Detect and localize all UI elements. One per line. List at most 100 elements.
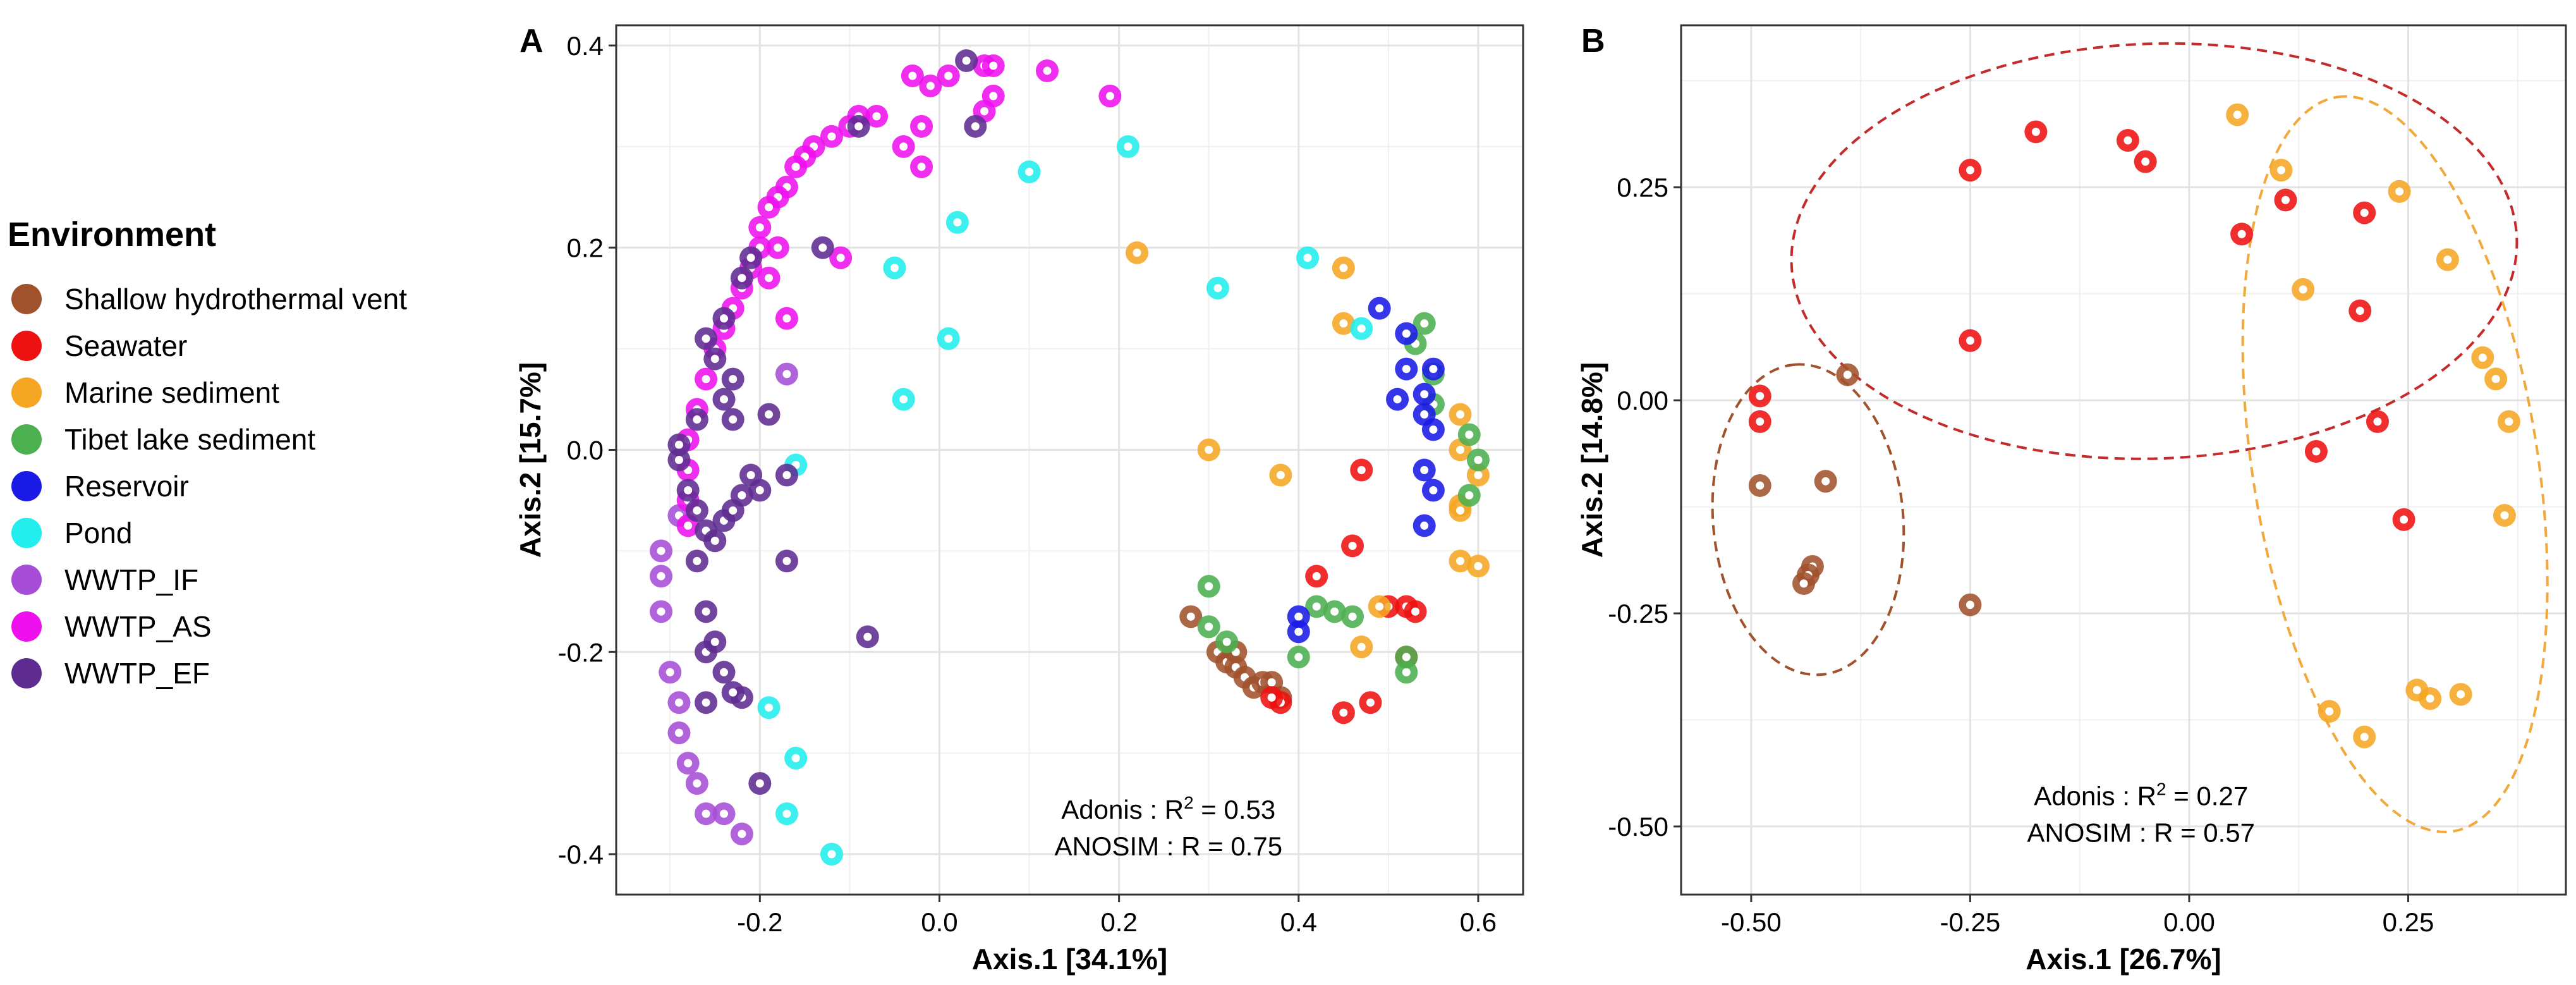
data-point-center	[1366, 698, 1375, 707]
series-group	[2226, 103, 2520, 749]
data-point-center	[1965, 336, 1974, 345]
data-point-center	[791, 162, 800, 171]
data-point-center	[657, 572, 665, 580]
data-point-center	[1339, 708, 1348, 717]
data-point-center	[1312, 572, 1321, 580]
legend-swatch	[11, 611, 42, 642]
legend-item: Marine sediment	[8, 369, 513, 416]
data-point-center	[1465, 491, 1474, 499]
data-point-center	[684, 486, 693, 494]
legend-swatch	[11, 565, 42, 595]
data-point-center	[1205, 622, 1213, 631]
chart-panel-a: -0.2 0.0 0.2 0.4 0.6 -0.4 -0.2 0.0 0.2 0.4 Axis.1 …	[514, 23, 1524, 976]
data-point-center	[1756, 481, 1765, 490]
confidence-ellipse	[1711, 363, 1905, 676]
legend-item: WWTP_IF	[8, 556, 513, 603]
data-point-center	[863, 632, 872, 641]
data-point-center	[926, 82, 935, 90]
data-point-center	[765, 274, 774, 283]
data-point-center	[674, 728, 683, 737]
data-point-center	[899, 142, 908, 151]
data-point-center	[2237, 229, 2246, 238]
data-point-center	[1205, 582, 1213, 590]
data-point-center	[1756, 391, 1765, 400]
x-tick-label: 0.00	[2163, 907, 2215, 937]
data-point-center	[755, 779, 764, 788]
data-point-center	[746, 470, 755, 479]
legend-items: Shallow hydrothermal vent Seawater Marine …	[8, 276, 513, 697]
data-point-center	[674, 456, 683, 464]
legend-label: Seawater	[64, 329, 188, 362]
data-point-center	[1474, 470, 1483, 479]
data-point-center	[710, 355, 719, 364]
x-tick-label: 0.25	[2383, 907, 2434, 937]
data-point-center	[738, 491, 746, 499]
legend-item: Shallow hydrothermal vent	[8, 276, 513, 322]
data-point-center	[2233, 111, 2242, 119]
data-point-center	[872, 112, 881, 121]
data-point-center	[1375, 304, 1384, 313]
data-point-center	[2277, 166, 2286, 174]
data-point-center	[1213, 284, 1222, 293]
data-point-center	[782, 370, 791, 379]
data-point-center	[1357, 465, 1366, 474]
data-point-center	[729, 415, 738, 424]
data-point-center	[710, 637, 719, 646]
data-point-center	[1186, 612, 1195, 621]
panel-label: A	[519, 23, 544, 59]
data-point-center	[1420, 465, 1429, 474]
data-point-center	[1821, 477, 1830, 486]
data-point-center	[2457, 690, 2465, 699]
data-point-center	[854, 122, 863, 131]
y-axis-title: Axis.2 [15.7%]	[514, 362, 547, 558]
data-point-center	[765, 703, 774, 712]
data-point-center	[1348, 541, 1357, 550]
data-point-center	[782, 809, 791, 818]
data-point-center	[1456, 410, 1465, 419]
data-point-center	[755, 486, 764, 494]
anosim-annotation: ANOSIM : R = 0.75	[1054, 831, 1282, 861]
data-point-center	[782, 314, 791, 323]
data-point-center	[2400, 515, 2409, 524]
y-tick-label: 0.00	[1617, 386, 1668, 415]
y-tick-label: -0.2	[558, 637, 604, 667]
data-point-center	[944, 71, 953, 80]
data-point-center	[693, 556, 702, 565]
legend-label: Reservoir	[64, 470, 189, 503]
data-point-center	[674, 441, 683, 450]
y-tick-label: -0.50	[1608, 812, 1668, 841]
legend-title: Environment	[8, 216, 217, 254]
data-point-center	[953, 218, 962, 227]
legend-item: Pond	[8, 510, 513, 556]
data-point-center	[782, 556, 791, 565]
data-point-center	[719, 395, 728, 404]
data-point-center	[684, 521, 693, 530]
data-point-center	[791, 754, 800, 762]
data-point-center	[1357, 642, 1366, 651]
data-point-center	[2478, 353, 2487, 362]
data-point-center	[944, 334, 953, 343]
data-point-center	[2360, 733, 2369, 742]
legend-swatch	[11, 471, 42, 501]
data-point-center	[899, 395, 908, 404]
data-point-center	[765, 203, 774, 212]
data-point-center	[1456, 556, 1465, 565]
y-tick-label: -0.4	[558, 840, 604, 869]
data-point-center	[2355, 307, 2364, 315]
legend-swatch	[11, 284, 42, 314]
chart-panel-b: -0.50 -0.25 0.00 0.25 -0.50 -0.25 0.00 0.25 Axis…	[1576, 23, 2567, 976]
y-tick-label: 0.4	[567, 31, 604, 61]
confidence-ellipse	[2241, 95, 2549, 833]
legend-swatch	[11, 658, 42, 688]
data-point-center	[1402, 668, 1411, 676]
series-group	[667, 49, 987, 795]
data-point-center	[2312, 447, 2321, 456]
legend-swatch	[11, 518, 42, 548]
legend-swatch	[11, 424, 42, 455]
data-point-center	[1429, 486, 1438, 494]
data-point-center	[1375, 602, 1384, 611]
data-point-center	[2373, 417, 2382, 426]
plot-border	[1680, 24, 2567, 896]
x-tick-label: 0.0	[921, 907, 957, 937]
y-axis-title: Axis.2 [14.8%]	[1576, 362, 1608, 558]
